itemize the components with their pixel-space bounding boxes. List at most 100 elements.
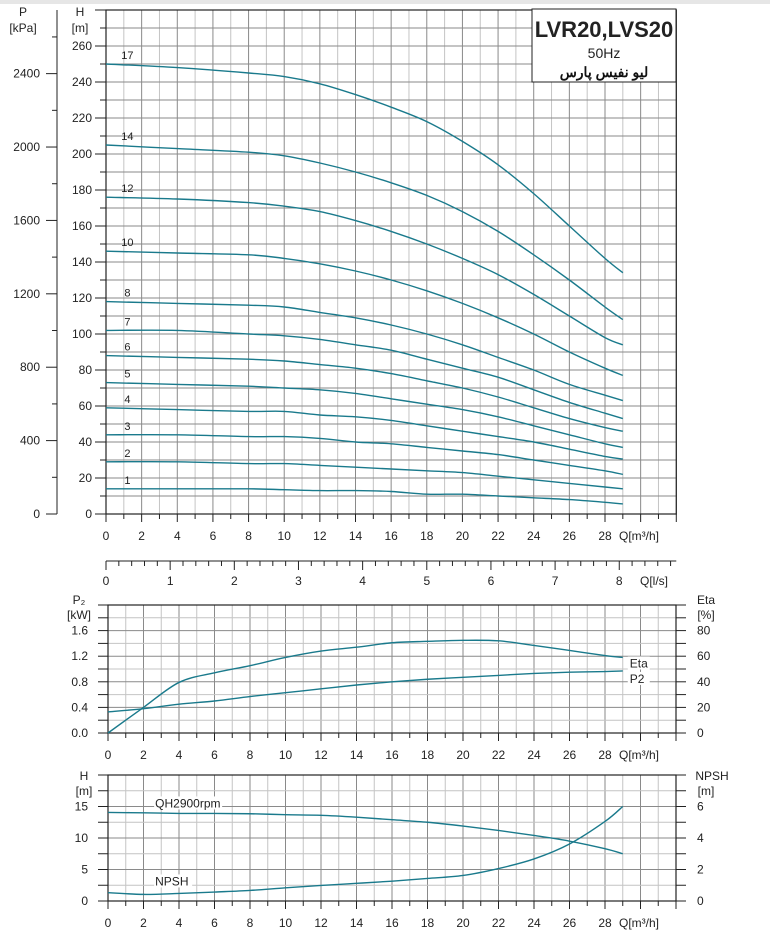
p-tick-label: 400: [20, 434, 40, 448]
h-tick-label: 20: [79, 471, 93, 485]
x-tick-label: 28: [598, 916, 612, 930]
x-tick-label: 24: [527, 529, 541, 543]
p2-tick-label: 0.8: [71, 675, 88, 689]
x-tick-label: 10: [279, 916, 293, 930]
x-tick-label: 8: [247, 916, 254, 930]
curve-label: P2: [630, 672, 645, 686]
npsh-tick-label: 0: [697, 894, 704, 908]
model-title: LVR20,LVS20: [535, 17, 674, 42]
stage-label: 1: [124, 475, 130, 487]
h-tick-label: 120: [72, 291, 92, 305]
npsh-axis-unit: [m]: [698, 784, 715, 798]
h-tick-label: 220: [72, 111, 92, 125]
x-tick-label: 10: [279, 748, 293, 762]
ls-tick-label: 3: [295, 574, 302, 588]
x-tick-label: 2: [138, 529, 145, 543]
ls-tick-label: 4: [359, 574, 366, 588]
x-tick-label: 12: [314, 916, 328, 930]
x-tick-label: 20: [456, 529, 470, 543]
h-axis-label: H: [80, 769, 89, 783]
x-tick-label: 2: [140, 916, 147, 930]
h-tick-label: 200: [72, 147, 92, 161]
p2-tick-label: 1.6: [71, 624, 88, 638]
head-curve-10: [105, 250, 624, 377]
eta-tick-label: 20: [697, 700, 711, 714]
h-tick-label: 140: [72, 255, 92, 269]
top-bar: [0, 0, 770, 4]
head-curve-2: [105, 460, 623, 490]
head-curves-panel: 0 2 4 6 8 10 12 14 16 18 20 22 24 26 28 Q[m³/h]02040608…: [9, 5, 677, 588]
stage-label: 17: [121, 50, 133, 62]
eta-tick-label: 0: [697, 726, 704, 740]
x-tick-label: 8: [245, 529, 252, 543]
x-axis-label: Q[m³/h]: [619, 748, 659, 762]
head-curve-5: [105, 381, 623, 449]
stage-label: 7: [124, 316, 130, 328]
ls-tick-label: 5: [423, 574, 430, 588]
h-tick-label: 0: [81, 894, 88, 908]
x-tick-label: 22: [491, 529, 505, 543]
p2-tick-label: 0.0: [71, 726, 88, 740]
h-tick-label: 260: [72, 39, 92, 53]
eta-tick-label: 40: [697, 675, 711, 689]
x-tick-label: 10: [278, 529, 292, 543]
x-tick-label: 18: [421, 748, 435, 762]
power-efficiency-panel: 0 2 4 6 8 10 12 14 16 18 20 22 24 26 28 Q[m³/h]0.00.40.…: [67, 593, 715, 762]
npsh-tick-label: 4: [697, 831, 704, 845]
x-tick-label: 20: [456, 916, 470, 930]
stage-label: 4: [124, 394, 130, 406]
head-curve-8: [105, 300, 624, 402]
stage-label: 14: [121, 131, 133, 143]
x-tick-label: 0: [105, 748, 112, 762]
h-tick-label: 15: [75, 800, 89, 814]
x-tick-label: 20: [456, 748, 470, 762]
x-tick-label: 24: [527, 916, 541, 930]
eta-axis-unit: [%]: [697, 608, 714, 622]
p2-axis-label: P₂: [73, 593, 86, 607]
h-tick-label: 160: [72, 219, 92, 233]
x-tick-label: 22: [492, 748, 506, 762]
x-axis-label: Q[m³/h]: [619, 529, 659, 543]
curve-label-bg: [627, 671, 650, 685]
x-tick-label: 18: [420, 529, 434, 543]
p-axis-label: P: [19, 5, 27, 19]
stage-label: 5: [124, 369, 130, 381]
x-tick-label: 12: [314, 748, 328, 762]
x-axis-label: Q[m³/h]: [619, 916, 659, 930]
h-tick-label: 60: [79, 399, 93, 413]
h-tick-label: 0: [85, 507, 92, 521]
npsh-tick-label: 6: [697, 800, 704, 814]
x-tick-label: 6: [211, 748, 218, 762]
p-tick-label: 1200: [13, 287, 40, 301]
x-tick-label: 24: [527, 748, 541, 762]
stage-label: 12: [121, 183, 133, 195]
x-tick-label: 28: [598, 748, 612, 762]
x-tick-label: 26: [563, 748, 577, 762]
ls-tick-label: 7: [552, 574, 559, 588]
head-curve-14: [105, 144, 624, 321]
x-tick-label: 16: [385, 748, 399, 762]
npsh-tick-label: 2: [697, 863, 704, 877]
x-tick-label: 16: [384, 529, 398, 543]
h-axis-unit: [m]: [76, 784, 93, 798]
h-tick-label: 10: [75, 831, 89, 845]
x-tick-label: 22: [492, 916, 506, 930]
eta-tick-label: 60: [697, 649, 711, 663]
head-curve-7: [105, 329, 624, 420]
eta-curve: [107, 639, 623, 734]
ls-tick-label: 2: [231, 574, 238, 588]
title-box: LVR20,LVS20 50Hz لیو نفیس پارس: [531, 8, 677, 83]
ls-tick-label: 8: [616, 574, 623, 588]
head-curve-6: [105, 354, 623, 432]
curve-label-bg: [154, 796, 223, 810]
stage-label: 2: [124, 448, 130, 460]
h-axis-label: H: [76, 5, 85, 19]
p2-curve: [107, 670, 623, 713]
h-tick-label: 180: [72, 183, 92, 197]
curve-label: NPSH: [155, 874, 188, 888]
x-tick-label: 26: [563, 916, 577, 930]
x-tick-label: 4: [176, 916, 183, 930]
npsh-axis-label: NPSH: [695, 769, 728, 783]
x-tick-label: 14: [349, 529, 363, 543]
